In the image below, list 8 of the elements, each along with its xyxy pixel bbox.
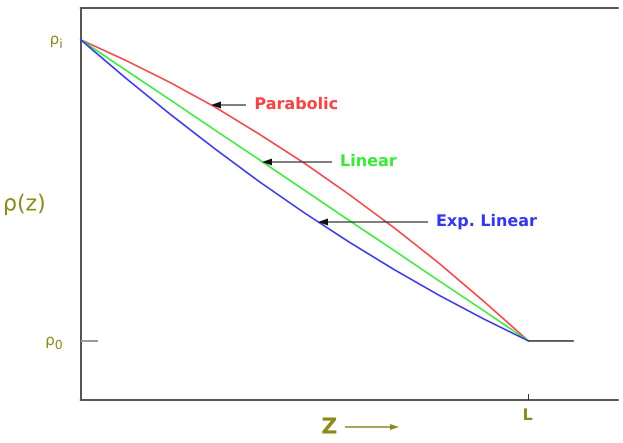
annotation: Exp. Linear: [436, 210, 537, 231]
annotation: Parabolic: [254, 94, 338, 114]
text: ρ$_{0}$: [45, 330, 63, 354]
y-axis-title: ρ(z): [2, 192, 46, 216]
text: L: [522, 405, 533, 424]
annotation: Linear: [340, 150, 397, 171]
x-axis-title: Z: [321, 414, 338, 440]
text: ρ$_{i}$: [50, 30, 63, 53]
